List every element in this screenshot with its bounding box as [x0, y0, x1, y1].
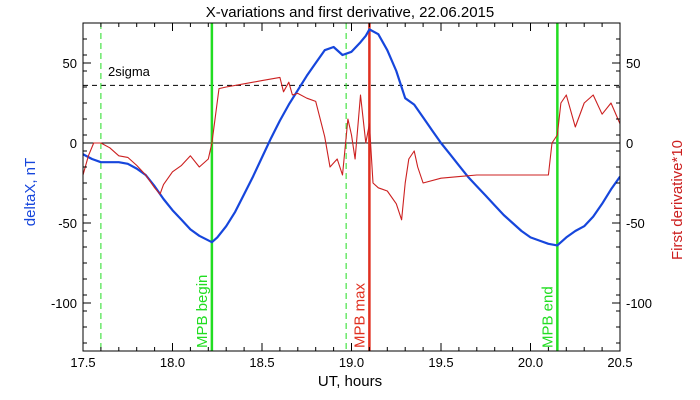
- series-group: [83, 28, 620, 247]
- y-tick-label-left: -50: [58, 216, 77, 231]
- x-tick-label: 17.5: [70, 355, 95, 370]
- y-tick-label-left: 0: [70, 136, 77, 151]
- y-tick-label-left: -100: [51, 296, 77, 311]
- marker-label-mpb-max: MPB max: [351, 282, 368, 348]
- chart-title: X-variations and first derivative, 22.06…: [206, 4, 495, 21]
- x-tick-label: 18.0: [160, 355, 185, 370]
- x-tick-label: 20.5: [607, 355, 632, 370]
- x-tick-label: 19.0: [339, 355, 364, 370]
- series-line-derivative: [83, 76, 620, 221]
- x-tick-label: 18.5: [249, 355, 274, 370]
- y-tick-label-right: 0: [626, 136, 633, 151]
- x-tick-label: 20.0: [518, 355, 543, 370]
- y-tick-label-right: -100: [626, 296, 652, 311]
- y-axis-title-right: First derivative*10: [669, 140, 686, 260]
- y-tick-label-right: -50: [626, 216, 645, 231]
- y-tick-label-right: 50: [626, 56, 640, 71]
- marker-label-mpb-end: MPB end: [539, 286, 556, 348]
- y-axis-title-left: deltaX, nT: [22, 158, 39, 226]
- x-tick-label: 19.5: [428, 355, 453, 370]
- marker-label-mpb-begin: MPB begin: [194, 275, 211, 348]
- series-line-deltaX: [83, 28, 620, 247]
- two-sigma-label: 2sigma: [108, 64, 151, 79]
- plot-area: MPB begin MPB max MPB end 17.5 18.0 18.5 19.0 1…: [51, 22, 652, 370]
- y-tick-label-left: 50: [63, 56, 77, 71]
- x-axis-title: UT, hours: [318, 373, 382, 390]
